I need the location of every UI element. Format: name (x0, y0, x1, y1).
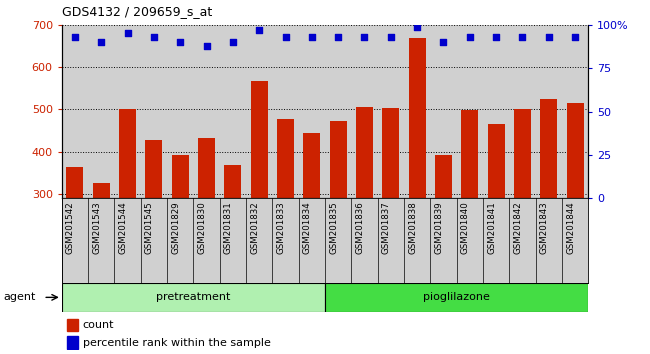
Text: GSM201835: GSM201835 (329, 202, 338, 255)
Point (254, 27, 265, 33)
Text: count: count (83, 320, 114, 330)
Point (438, 39, 448, 45)
Point (149, 34, 159, 40)
Bar (567, 103, 584, 321)
Point (96, 39, 107, 45)
Point (280, 34, 291, 40)
Bar (66, 166, 83, 321)
Text: GSM201831: GSM201831 (224, 202, 233, 255)
Text: pretreatment: pretreatment (156, 292, 231, 302)
Text: GSM201544: GSM201544 (118, 202, 127, 255)
Bar (488, 124, 504, 321)
Bar (540, 99, 557, 321)
Text: agent: agent (3, 292, 36, 302)
Point (385, 34, 396, 40)
Point (491, 34, 501, 40)
Point (543, 34, 554, 40)
Text: GSM201838: GSM201838 (408, 202, 417, 255)
Text: GSM201545: GSM201545 (145, 202, 154, 255)
Bar (304, 133, 320, 321)
Bar (172, 155, 188, 321)
Text: GSM201841: GSM201841 (487, 202, 496, 255)
Text: GSM201542: GSM201542 (66, 202, 75, 255)
Text: GSM201830: GSM201830 (198, 202, 207, 255)
Text: GSM201840: GSM201840 (461, 202, 470, 255)
Point (570, 34, 580, 40)
Bar (146, 140, 162, 321)
Bar (251, 81, 268, 321)
Point (465, 34, 475, 40)
Point (122, 30, 133, 36)
Bar (93, 183, 110, 321)
Point (412, 24, 423, 29)
Bar (435, 155, 452, 321)
Point (202, 43, 212, 48)
Point (333, 34, 343, 40)
Text: GDS4132 / 209659_s_at: GDS4132 / 209659_s_at (62, 5, 212, 18)
Bar (67, 336, 77, 349)
Bar (382, 108, 399, 321)
Text: pioglilazone: pioglilazone (423, 292, 490, 302)
Text: GSM201843: GSM201843 (540, 202, 549, 255)
Bar (325, 283, 588, 312)
Text: GSM201543: GSM201543 (92, 202, 101, 255)
Bar (62, 283, 325, 312)
Text: GSM201829: GSM201829 (171, 202, 180, 254)
Bar (462, 110, 478, 321)
Text: GSM201837: GSM201837 (382, 202, 391, 255)
Bar (119, 109, 136, 321)
Point (359, 34, 370, 40)
Point (175, 39, 185, 45)
Bar (330, 121, 346, 321)
Bar (409, 38, 426, 321)
Text: GSM201833: GSM201833 (276, 202, 285, 255)
Text: GSM201832: GSM201832 (250, 202, 259, 255)
Point (70, 34, 80, 40)
Bar (277, 119, 294, 321)
Text: percentile rank within the sample: percentile rank within the sample (83, 338, 270, 348)
Point (307, 34, 317, 40)
Text: GSM201834: GSM201834 (303, 202, 312, 255)
Point (227, 39, 238, 45)
Text: GSM201836: GSM201836 (356, 202, 365, 255)
Point (517, 34, 528, 40)
Text: GSM201842: GSM201842 (514, 202, 523, 255)
Bar (67, 319, 77, 331)
Bar (224, 165, 241, 321)
Bar (198, 138, 215, 321)
Text: GSM201844: GSM201844 (566, 202, 575, 255)
Bar (356, 107, 373, 321)
Bar (514, 109, 531, 321)
Text: GSM201839: GSM201839 (434, 202, 443, 254)
